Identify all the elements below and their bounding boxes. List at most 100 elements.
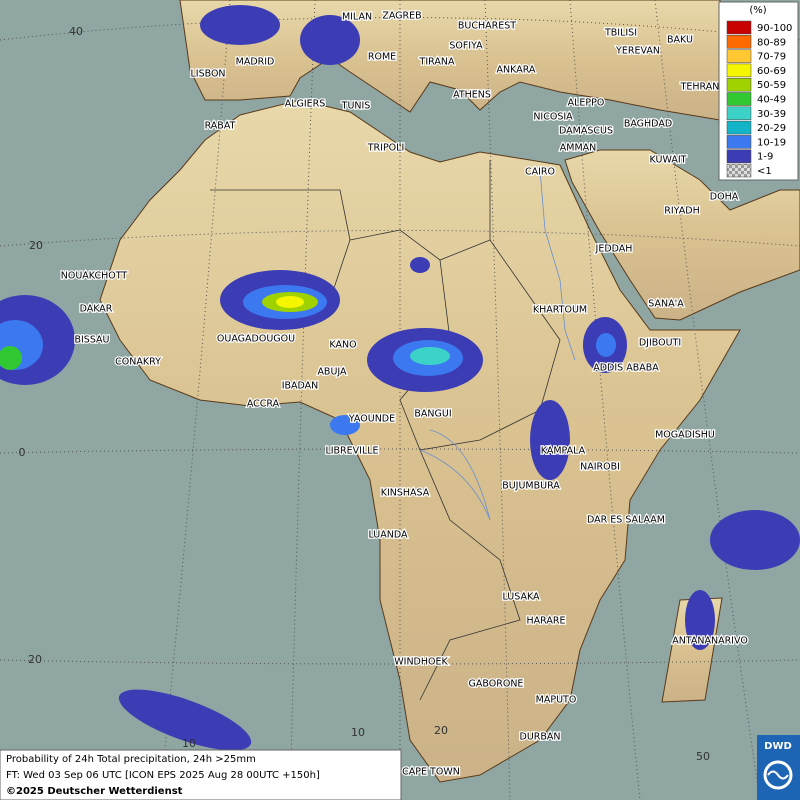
- legend-label: 1-9: [757, 152, 773, 163]
- legend-label: 50-59: [757, 80, 786, 91]
- city-label: NICOSIA: [533, 112, 573, 123]
- legend-swatch: [726, 135, 752, 149]
- legend-swatch: [726, 149, 752, 163]
- city-label: BUCHAREST: [458, 21, 516, 32]
- legend-swatch: [726, 106, 752, 121]
- grid-label: 10: [351, 726, 365, 739]
- footer-box: [0, 749, 402, 801]
- city-label: TRIPOLI: [367, 143, 405, 154]
- legend-swatch: [726, 120, 752, 135]
- city-label: DURBAN: [520, 732, 561, 743]
- city-label: ALEPPO: [568, 98, 605, 109]
- city-label: YAOUNDE: [348, 414, 395, 425]
- city-label: CAPE TOWN: [402, 767, 460, 778]
- city-label: DAKAR: [80, 304, 113, 315]
- legend-swatch: [726, 63, 752, 78]
- city-label: ALGIERS: [285, 99, 326, 110]
- city-label: ADDIS ABABA: [593, 363, 659, 374]
- footer-line: ©2025 Deutscher Wetterdienst: [6, 786, 183, 797]
- city-label: JEDDAH: [595, 244, 633, 255]
- city-label: KUWAIT: [650, 155, 687, 166]
- city-label: MAPUTO: [536, 695, 577, 706]
- city-label: BANGUI: [414, 409, 451, 420]
- city-label: WINDHOEK: [394, 657, 448, 668]
- legend-swatch: [726, 20, 752, 35]
- legend-swatch: [726, 49, 752, 63]
- city-label: LISBON: [190, 69, 225, 80]
- logo-icon: [763, 760, 793, 790]
- city-label: CONAKRY: [115, 357, 161, 368]
- city-label: BISSAU: [74, 335, 109, 346]
- footer-line: Probability of 24h Total precipitation, …: [6, 754, 256, 765]
- city-label: OUAGADOUGOU: [217, 334, 295, 345]
- precipitation: [0, 5, 800, 751]
- grid-label: 10: [182, 737, 196, 750]
- legend-label: 10-19: [757, 137, 786, 148]
- city-label: TUNIS: [341, 101, 371, 112]
- city-label: DAR ES SALAAM: [587, 515, 665, 526]
- grid-label: 20: [434, 724, 448, 737]
- logo-text: DWD: [764, 741, 792, 752]
- city-label: ANKARA: [497, 65, 536, 76]
- legend-label: <1: [757, 166, 772, 177]
- legend-label: 20-29: [757, 123, 786, 134]
- city-label: LUSAKA: [502, 592, 540, 603]
- city-label: ROME: [368, 52, 396, 63]
- city-label: RIYADH: [664, 206, 699, 217]
- city-label: TBILISI: [604, 28, 637, 39]
- grid-label: 0: [19, 446, 26, 459]
- legend-label: 70-79: [757, 52, 786, 63]
- city-label: SOFIYA: [449, 41, 483, 52]
- city-label: GABORONE: [469, 679, 524, 690]
- footer: Probability of 24h Total precipitation, …: [0, 749, 402, 801]
- city-label: MOGADISHU: [655, 430, 715, 441]
- city-label: ACCRA: [247, 399, 280, 410]
- city-label: RABAT: [205, 121, 236, 132]
- city-label: MILAN: [342, 12, 372, 23]
- city-label: KHARTOUM: [533, 305, 587, 316]
- city-label: ZAGREB: [382, 11, 421, 22]
- city-label: BAGHDAD: [624, 119, 672, 130]
- legend-label: 90-100: [757, 23, 792, 34]
- city-label: DOHA: [710, 192, 739, 203]
- grid-label: 50: [696, 750, 710, 763]
- city-label: CAIRO: [525, 167, 555, 178]
- legend-unit: (%): [749, 5, 766, 16]
- city-label: SANA'A: [648, 299, 684, 310]
- city-label: YEREVAN: [615, 46, 660, 57]
- city-label: IBADAN: [282, 381, 319, 392]
- city-label: LIBREVILLE: [325, 446, 378, 457]
- legend-swatch: [726, 77, 752, 92]
- legend-label: 40-49: [757, 95, 786, 106]
- city-label: DAMASCUS: [559, 126, 613, 137]
- city-label: LUANDA: [368, 530, 408, 541]
- legend-swatch: [726, 92, 752, 106]
- city-label: TEHRAN: [680, 82, 720, 93]
- city-label: BUJUMBURA: [502, 481, 560, 492]
- city-label: ABUJA: [317, 367, 347, 378]
- grid-label: 20: [28, 653, 42, 666]
- city-label: ANTANANARIVO: [672, 636, 748, 647]
- city-label: KAMPALA: [541, 446, 586, 457]
- legend-swatch: [726, 163, 752, 178]
- city-label: AMMAN: [560, 143, 597, 154]
- city-label: MADRID: [236, 57, 275, 68]
- labels: MILAN ZAGREB BUCHAREST TBILISI BAKU MADRID SOF…: [19, 9, 750, 779]
- city-label: TIRANA: [419, 57, 455, 68]
- logo: DWD: [757, 735, 800, 800]
- footer-line: FT: Wed 03 Sep 06 UTC [ICON EPS 2025 Aug…: [6, 770, 320, 781]
- city-label: NAIROBI: [580, 462, 620, 473]
- grid-label: 20: [29, 239, 43, 252]
- legend-label: 80-89: [757, 37, 786, 48]
- city-label: KANO: [329, 340, 356, 351]
- legend-label: 30-39: [757, 109, 786, 120]
- legend-swatch: [726, 35, 752, 49]
- grid-label: 40: [69, 25, 83, 38]
- legend-label: 60-69: [757, 66, 786, 77]
- legend: (%) 90-100 80-89 70-79 60-69 50-59 40-49 30-39…: [718, 1, 799, 181]
- city-label: HARARE: [527, 616, 566, 627]
- city-label: KINSHASA: [381, 488, 430, 499]
- city-label: NOUAKCHOTT: [61, 271, 128, 282]
- city-label: BAKU: [667, 35, 693, 46]
